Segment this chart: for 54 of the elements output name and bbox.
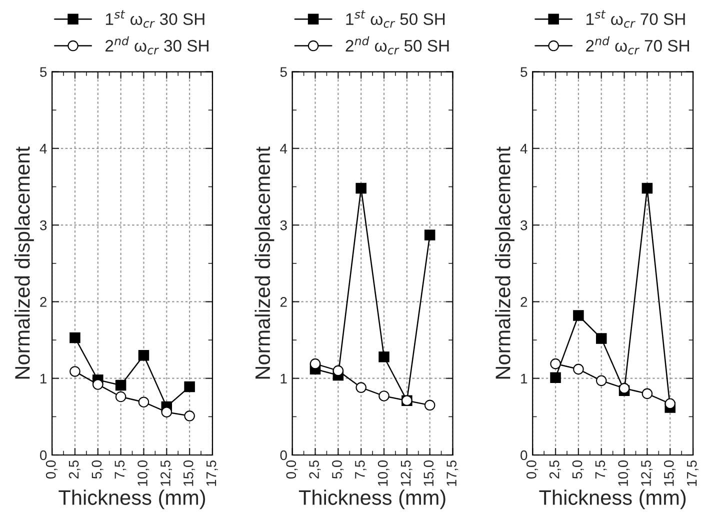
y-tick-label: 1: [521, 374, 528, 384]
x-tick-label: 10,0: [378, 460, 390, 486]
y-tick-label: 1: [40, 374, 47, 384]
x-tick-label: 17,5: [206, 460, 218, 486]
y-axis-title: Normalized displacement: [254, 146, 274, 379]
x-tick-label: 10,0: [138, 460, 150, 486]
legend-label: 2$^{nd}$ ω$_{cr}$ 30 SH: [106, 36, 208, 54]
y-tick-label: 0: [40, 450, 47, 460]
y-tick-label: 1: [280, 374, 287, 384]
legend-label: 1$^{st}$ ω$_{cr}$ 70 SH: [586, 10, 685, 28]
y-tick-label: 3: [280, 220, 287, 230]
x-tick-label: 12,5: [641, 460, 653, 486]
y-tick-label: 2: [40, 297, 46, 307]
y-axis-title: Normalized displacement: [14, 146, 34, 379]
x-tick-label: 2,5: [549, 460, 561, 478]
x-tick-label: 17,5: [687, 460, 698, 486]
y-tick-label: 3: [40, 220, 47, 230]
y-tick-label: 4: [520, 144, 528, 154]
x-tick-label: 17,5: [446, 460, 458, 486]
y-tick-label: 0: [280, 450, 287, 460]
x-tick-label: 0,0: [46, 460, 58, 479]
x-tick-label: 15,0: [424, 460, 436, 486]
y-tick-label: 2: [280, 297, 287, 307]
x-tick-label: 12,5: [160, 460, 172, 486]
y-tick-label: 5: [40, 67, 47, 77]
x-tick-label: 5,0: [332, 460, 344, 479]
x-tick-label: 0,0: [526, 460, 538, 479]
y-tick-label: 0: [520, 450, 528, 460]
x-tick-label: 5,0: [572, 460, 584, 479]
x-axis-title: Thickness (mm): [539, 490, 686, 510]
x-tick-label: 10,0: [618, 460, 630, 486]
x-tick-label: 15,0: [664, 460, 676, 486]
x-tick-label: 2,5: [309, 460, 321, 478]
y-tick-label: 5: [280, 67, 287, 77]
x-tick-label: 0,0: [286, 460, 298, 479]
y-tick-label: 3: [520, 220, 528, 230]
y-tick-label: 4: [40, 144, 47, 154]
y-axis-title: Normalized displacement: [495, 146, 514, 379]
x-tick-label: 7,5: [595, 460, 607, 478]
y-tick-label: 2: [520, 297, 528, 307]
x-axis-title: Thickness (mm): [298, 490, 446, 510]
legend-label: 1$^{st}$ ω$_{cr}$ 50 SH: [346, 10, 445, 28]
legend-label: 1$^{st}$ ω$_{cr}$ 30 SH: [106, 10, 204, 28]
x-tick-label: 12,5: [400, 460, 412, 486]
x-tick-label: 7,5: [355, 460, 366, 478]
x-tick-label: 15,0: [183, 460, 195, 486]
y-tick-label: 4: [280, 144, 288, 154]
x-tick-label: 2,5: [68, 460, 80, 478]
y-tick-label: 5: [520, 67, 528, 77]
x-tick-label: 7,5: [114, 460, 126, 478]
legend-label: 2$^{nd}$ ω$_{cr}$ 70 SH: [586, 36, 689, 54]
legend-label: 2$^{nd}$ ω$_{cr}$ 50 SH: [346, 36, 449, 54]
x-axis-title: Thickness (mm): [58, 490, 206, 510]
x-tick-label: 5,0: [92, 460, 104, 479]
